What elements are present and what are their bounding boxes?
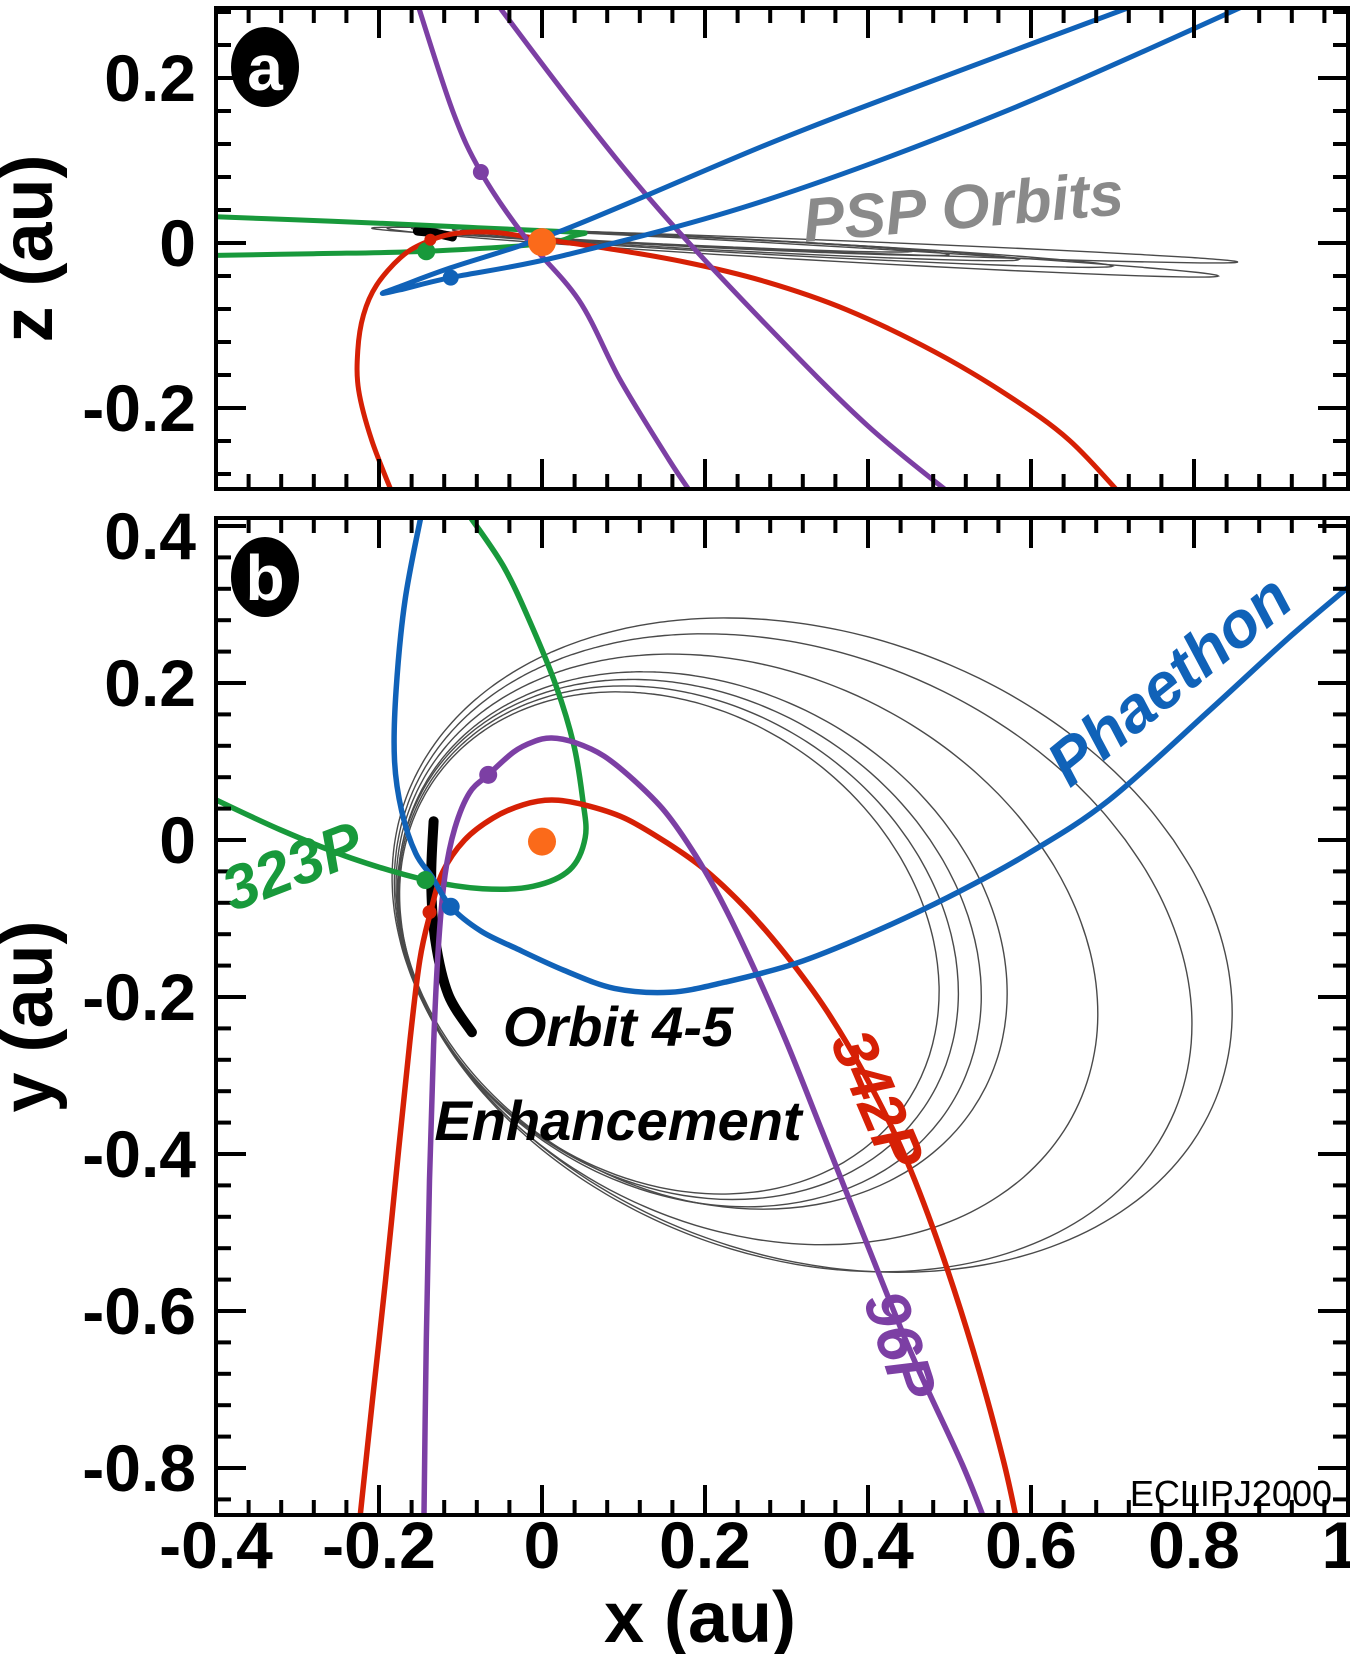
comet-323p-label: 323P (213, 808, 374, 925)
panel-b-plot-area (216, 518, 1348, 1515)
orbit-path (421, 735, 986, 1515)
position-dot-b-342p-position (422, 905, 437, 920)
sun-marker-b-sun (528, 827, 556, 856)
orbit-323p-b (216, 518, 589, 892)
psp-orbit-line (395, 653, 1099, 1246)
y-tick-label-b: 0.2 (104, 646, 196, 720)
orbit-path (416, 8, 692, 489)
x-tick-label: 0.6 (985, 1508, 1077, 1582)
orbit-96p-b (421, 735, 986, 1515)
panel-letter-badge-a (231, 27, 299, 107)
axis-ticks-b (216, 518, 1348, 1515)
psp-orbit-line (396, 678, 982, 1208)
psp-orbit-line (398, 691, 940, 1195)
position-dot-a-phaethon-position (442, 269, 459, 286)
x-tick-label: -0.2 (322, 1508, 436, 1582)
enhancement-label-line1: Orbit 4-5 (503, 995, 734, 1058)
y-tick-label-b: -0.8 (82, 1431, 196, 1505)
comet-96p-label: 96P (850, 1283, 950, 1410)
psp-orbit-line (393, 633, 1193, 1273)
enhancement-label-line2: Enhancement (434, 1089, 804, 1152)
y-tick-label-b: -0.2 (82, 960, 196, 1034)
orbit-323p-a (216, 214, 588, 258)
y-tick-label-b: -0.4 (82, 1117, 196, 1191)
y-axis-title-a: z (au) (0, 155, 68, 343)
panel-letter-a: a (247, 32, 283, 104)
y-tick-label-a: -0.2 (82, 371, 196, 445)
panel-letter-b: b (245, 542, 284, 614)
orbit-path (216, 518, 589, 892)
x-tick-label: 1 (1322, 1508, 1350, 1582)
x-axis-title: x (au) (604, 1578, 796, 1654)
orbit-path (216, 214, 588, 258)
orbit-4-5-enhancement-arc-b (426, 816, 477, 1038)
y-tick-label-a: 0 (159, 206, 196, 280)
panel-b: 0.40.20-0.2-0.4-0.6-0.8b Phaethon323P342P… (0, 499, 1350, 1658)
y-tick-label-b: 0.4 (104, 499, 196, 573)
axis-ticks-a (216, 8, 1348, 489)
orbit-path (496, 8, 949, 489)
orbit-96p-branch-2-a (496, 8, 949, 489)
y-tick-label-b: 0 (159, 803, 196, 877)
sun-marker-a-sun (528, 228, 556, 257)
y-tick-label-a: 0.2 (104, 41, 196, 115)
position-dot-b-96p-position (479, 765, 498, 784)
x-tick-label: 0 (524, 1508, 561, 1582)
psp-orbit-line (397, 685, 960, 1201)
axis-box-b (214, 516, 1350, 1517)
panel-a-plot-area (216, 8, 1246, 489)
position-dot-a-342p-position (424, 233, 437, 246)
x-tick-label: 0.8 (1148, 1508, 1240, 1582)
orbit-path (391, 518, 1348, 996)
y-axis-title-b: y (au) (0, 920, 68, 1112)
orbit-342p-b (357, 797, 1019, 1515)
psp-orbits-b (391, 617, 1233, 1273)
orbit-96p-branch-1-a (416, 8, 692, 489)
orbit-path (379, 8, 1246, 296)
position-dot-a-96p-position (472, 164, 489, 181)
orbit-phaethon-b (391, 518, 1348, 996)
position-dot-b-323p-position (416, 871, 435, 890)
orbit-phaethon-a (379, 8, 1246, 296)
frame-label: ECLIPJ2000 (1130, 1473, 1332, 1514)
y-tick-label-b: -0.6 (82, 1274, 196, 1348)
x-tick-label: 0.2 (659, 1508, 751, 1582)
phaethon-label: Phaethon (1033, 560, 1305, 799)
orbit-path (357, 797, 1019, 1515)
position-dot-b-phaethon-position (441, 897, 460, 916)
x-tick-label: 0.4 (822, 1508, 914, 1582)
psp-orbit-line (391, 617, 1233, 1273)
axis-box-a (214, 6, 1350, 491)
panel-letter-badge-b (231, 537, 299, 617)
x-tick-label: -0.4 (159, 1508, 273, 1582)
position-dot-a-323p-position (417, 242, 436, 261)
